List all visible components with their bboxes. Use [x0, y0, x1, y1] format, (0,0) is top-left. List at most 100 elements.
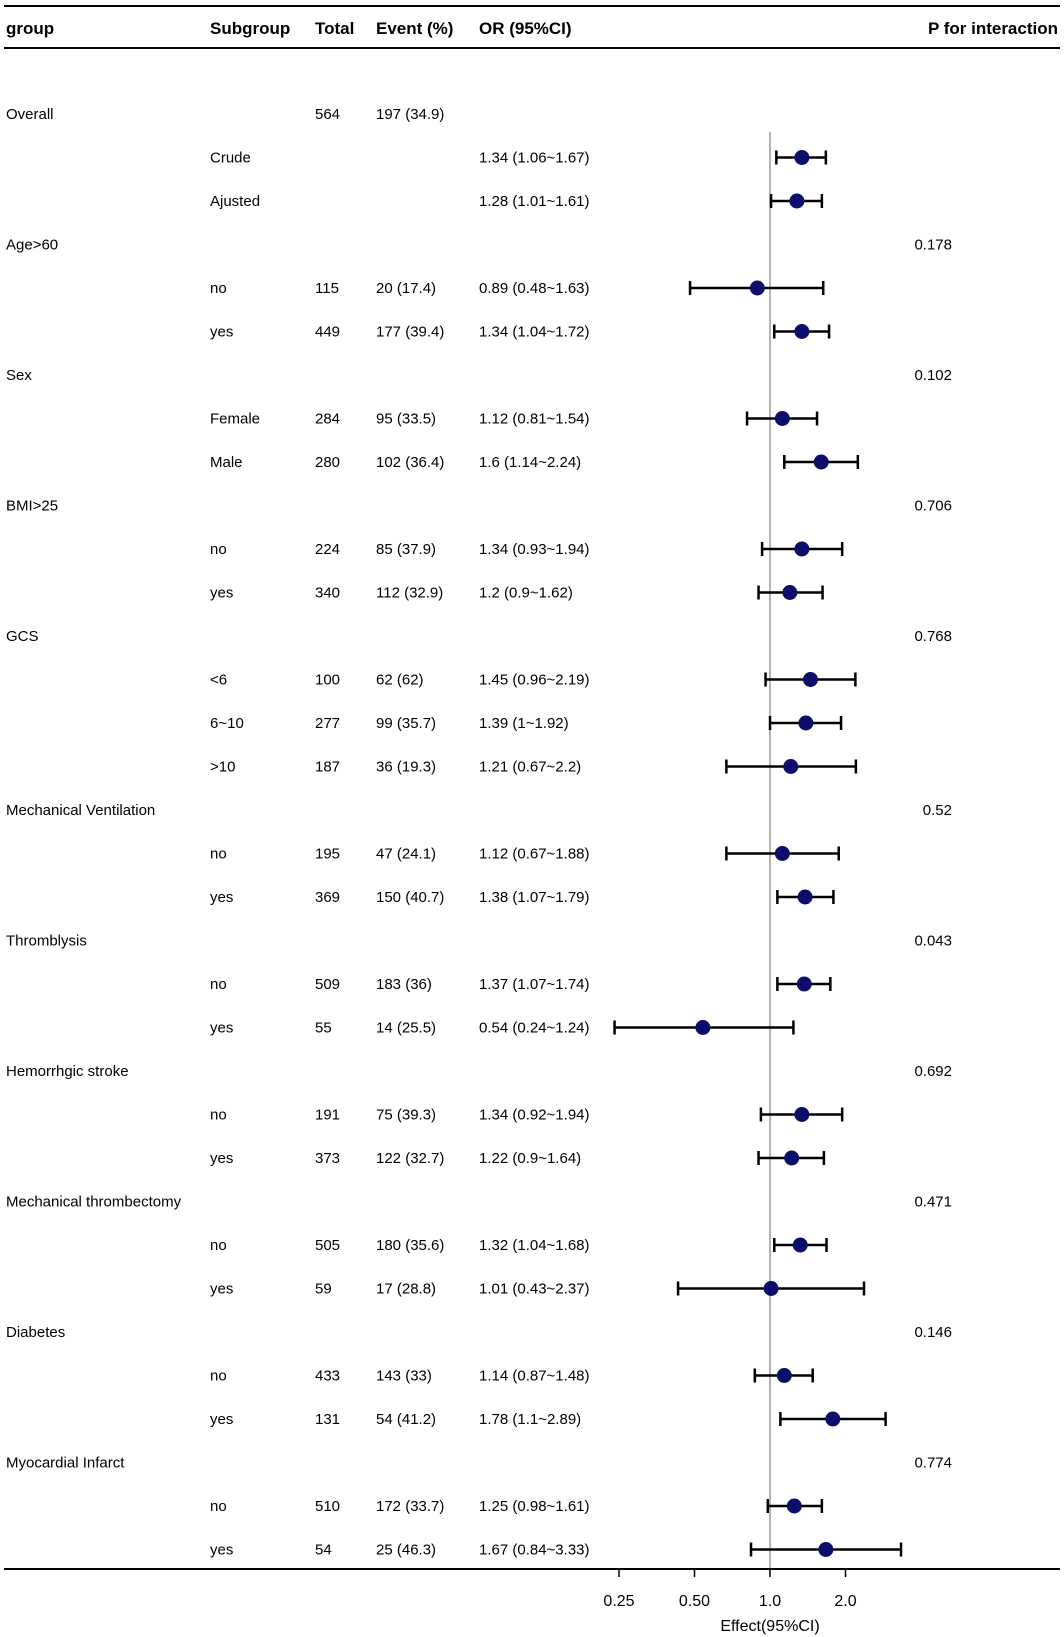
row-or-text: 1.37 (1.07~1.74): [479, 976, 590, 993]
x-tick-label: 0.50: [679, 1593, 710, 1610]
row-event: 62 (62): [376, 672, 424, 689]
row-group-label: Mechanical Ventilation: [6, 802, 155, 819]
row-or-text: 1.01 (0.43~2.37): [479, 1281, 590, 1298]
or-point: [782, 585, 798, 600]
header-p-interaction: P for interaction: [928, 19, 1058, 38]
row-total: 433: [315, 1368, 340, 1385]
row-group-label: BMI>25: [6, 498, 58, 515]
row-p-interaction: 0.178: [914, 237, 952, 254]
header-or: OR (95%CI): [479, 19, 572, 38]
row-event: 47 (24.1): [376, 846, 436, 863]
row-subgroup-label: no: [210, 976, 227, 993]
row-event: 172 (33.7): [376, 1498, 444, 1515]
or-point: [794, 150, 810, 165]
row-subgroup-label: yes: [210, 889, 233, 906]
row-total: 191: [315, 1107, 340, 1124]
row-event: 122 (32.7): [376, 1150, 444, 1167]
row-group-label: Mechanical thrombectomy: [6, 1194, 182, 1211]
row-event: 150 (40.7): [376, 889, 444, 906]
row-or-text: 1.6 (1.14~2.24): [479, 454, 581, 471]
row-event: 14 (25.5): [376, 1020, 436, 1037]
or-point: [749, 280, 765, 296]
row-subgroup-label: 6~10: [210, 715, 244, 732]
row-group-label: GCS: [6, 628, 39, 645]
row-total: 373: [315, 1150, 340, 1167]
or-point: [794, 1107, 810, 1122]
row-or-text: 1.34 (1.04~1.72): [479, 324, 590, 341]
row-p-interaction: 0.043: [914, 933, 952, 950]
row-p-interaction: 0.471: [914, 1194, 952, 1211]
row-total: 187: [315, 759, 340, 776]
or-point: [797, 889, 813, 905]
row-subgroup-label: yes: [210, 1411, 233, 1428]
or-point: [796, 976, 812, 992]
row-subgroup-label: yes: [210, 1020, 233, 1037]
row-event: 36 (19.3): [376, 759, 436, 776]
row-event: 54 (41.2): [376, 1411, 436, 1428]
or-point: [794, 541, 810, 557]
row-event: 183 (36): [376, 976, 432, 993]
row-group-label: Diabetes: [6, 1324, 65, 1341]
row-or-text: 1.78 (1.1~2.89): [479, 1411, 581, 1428]
row-total: 55: [315, 1020, 332, 1037]
row-or-text: 1.34 (0.93~1.94): [479, 541, 590, 558]
or-point: [774, 411, 790, 426]
row-event: 143 (33): [376, 1368, 432, 1385]
row-total: 115: [315, 280, 339, 297]
row-or-text: 0.89 (0.48~1.63): [479, 280, 590, 297]
row-event: 25 (46.3): [376, 1542, 436, 1559]
row-or-text: 1.34 (1.06~1.67): [479, 150, 590, 167]
row-or-text: 1.2 (0.9~1.62): [479, 585, 573, 602]
row-subgroup-label: no: [210, 541, 227, 558]
x-axis-label: Effect(95%CI): [720, 1618, 819, 1635]
row-subgroup-label: Female: [210, 411, 260, 428]
row-event: 180 (35.6): [376, 1237, 444, 1254]
or-point: [798, 715, 814, 731]
row-or-text: 1.45 (0.96~2.19): [479, 672, 590, 689]
row-subgroup-label: no: [210, 1237, 227, 1254]
header-event: Event (%): [376, 19, 453, 38]
or-point: [818, 1542, 834, 1557]
row-or-text: 1.22 (0.9~1.64): [479, 1150, 581, 1167]
row-subgroup-label: no: [210, 280, 227, 297]
row-event: 17 (28.8): [376, 1281, 436, 1298]
or-point: [813, 454, 829, 470]
row-event: 177 (39.4): [376, 324, 444, 341]
row-subgroup-label: no: [210, 846, 227, 863]
row-total: 449: [315, 324, 340, 341]
row-total: 505: [315, 1237, 340, 1254]
row-total: 564: [315, 106, 340, 123]
row-group-label: Thromblysis: [6, 933, 87, 950]
row-or-text: 1.38 (1.07~1.79): [479, 889, 590, 906]
row-total: 224: [315, 541, 340, 558]
or-point: [784, 1150, 800, 1166]
row-total: 59: [315, 1281, 332, 1298]
row-subgroup-label: <6: [210, 672, 227, 689]
or-point: [786, 1498, 802, 1514]
or-point: [802, 672, 818, 687]
or-point: [792, 1237, 808, 1253]
row-p-interaction: 0.146: [914, 1324, 952, 1341]
row-p-interaction: 0.706: [914, 498, 952, 515]
row-group-label: Age>60: [6, 237, 58, 254]
or-point: [825, 1411, 841, 1427]
row-or-text: 1.39 (1~1.92): [479, 715, 569, 732]
row-or-text: 1.34 (0.92~1.94): [479, 1107, 590, 1124]
row-subgroup-label: >10: [210, 759, 235, 776]
row-or-text: 1.14 (0.87~1.48): [479, 1368, 590, 1385]
row-p-interaction: 0.768: [914, 628, 952, 645]
row-subgroup-label: yes: [210, 585, 233, 602]
row-subgroup-label: no: [210, 1107, 227, 1124]
row-total: 131: [315, 1411, 340, 1428]
row-group-label: Sex: [6, 367, 32, 384]
row-event: 102 (36.4): [376, 454, 444, 471]
row-or-text: 0.54 (0.24~1.24): [479, 1020, 590, 1037]
header-group: group: [6, 19, 54, 38]
or-point: [774, 846, 790, 861]
row-event: 95 (33.5): [376, 411, 436, 428]
header-subgroup: Subgroup: [210, 19, 290, 38]
row-subgroup-label: yes: [210, 1281, 233, 1298]
row-event: 112 (32.9): [376, 585, 443, 602]
row-subgroup-label: Male: [210, 454, 243, 471]
